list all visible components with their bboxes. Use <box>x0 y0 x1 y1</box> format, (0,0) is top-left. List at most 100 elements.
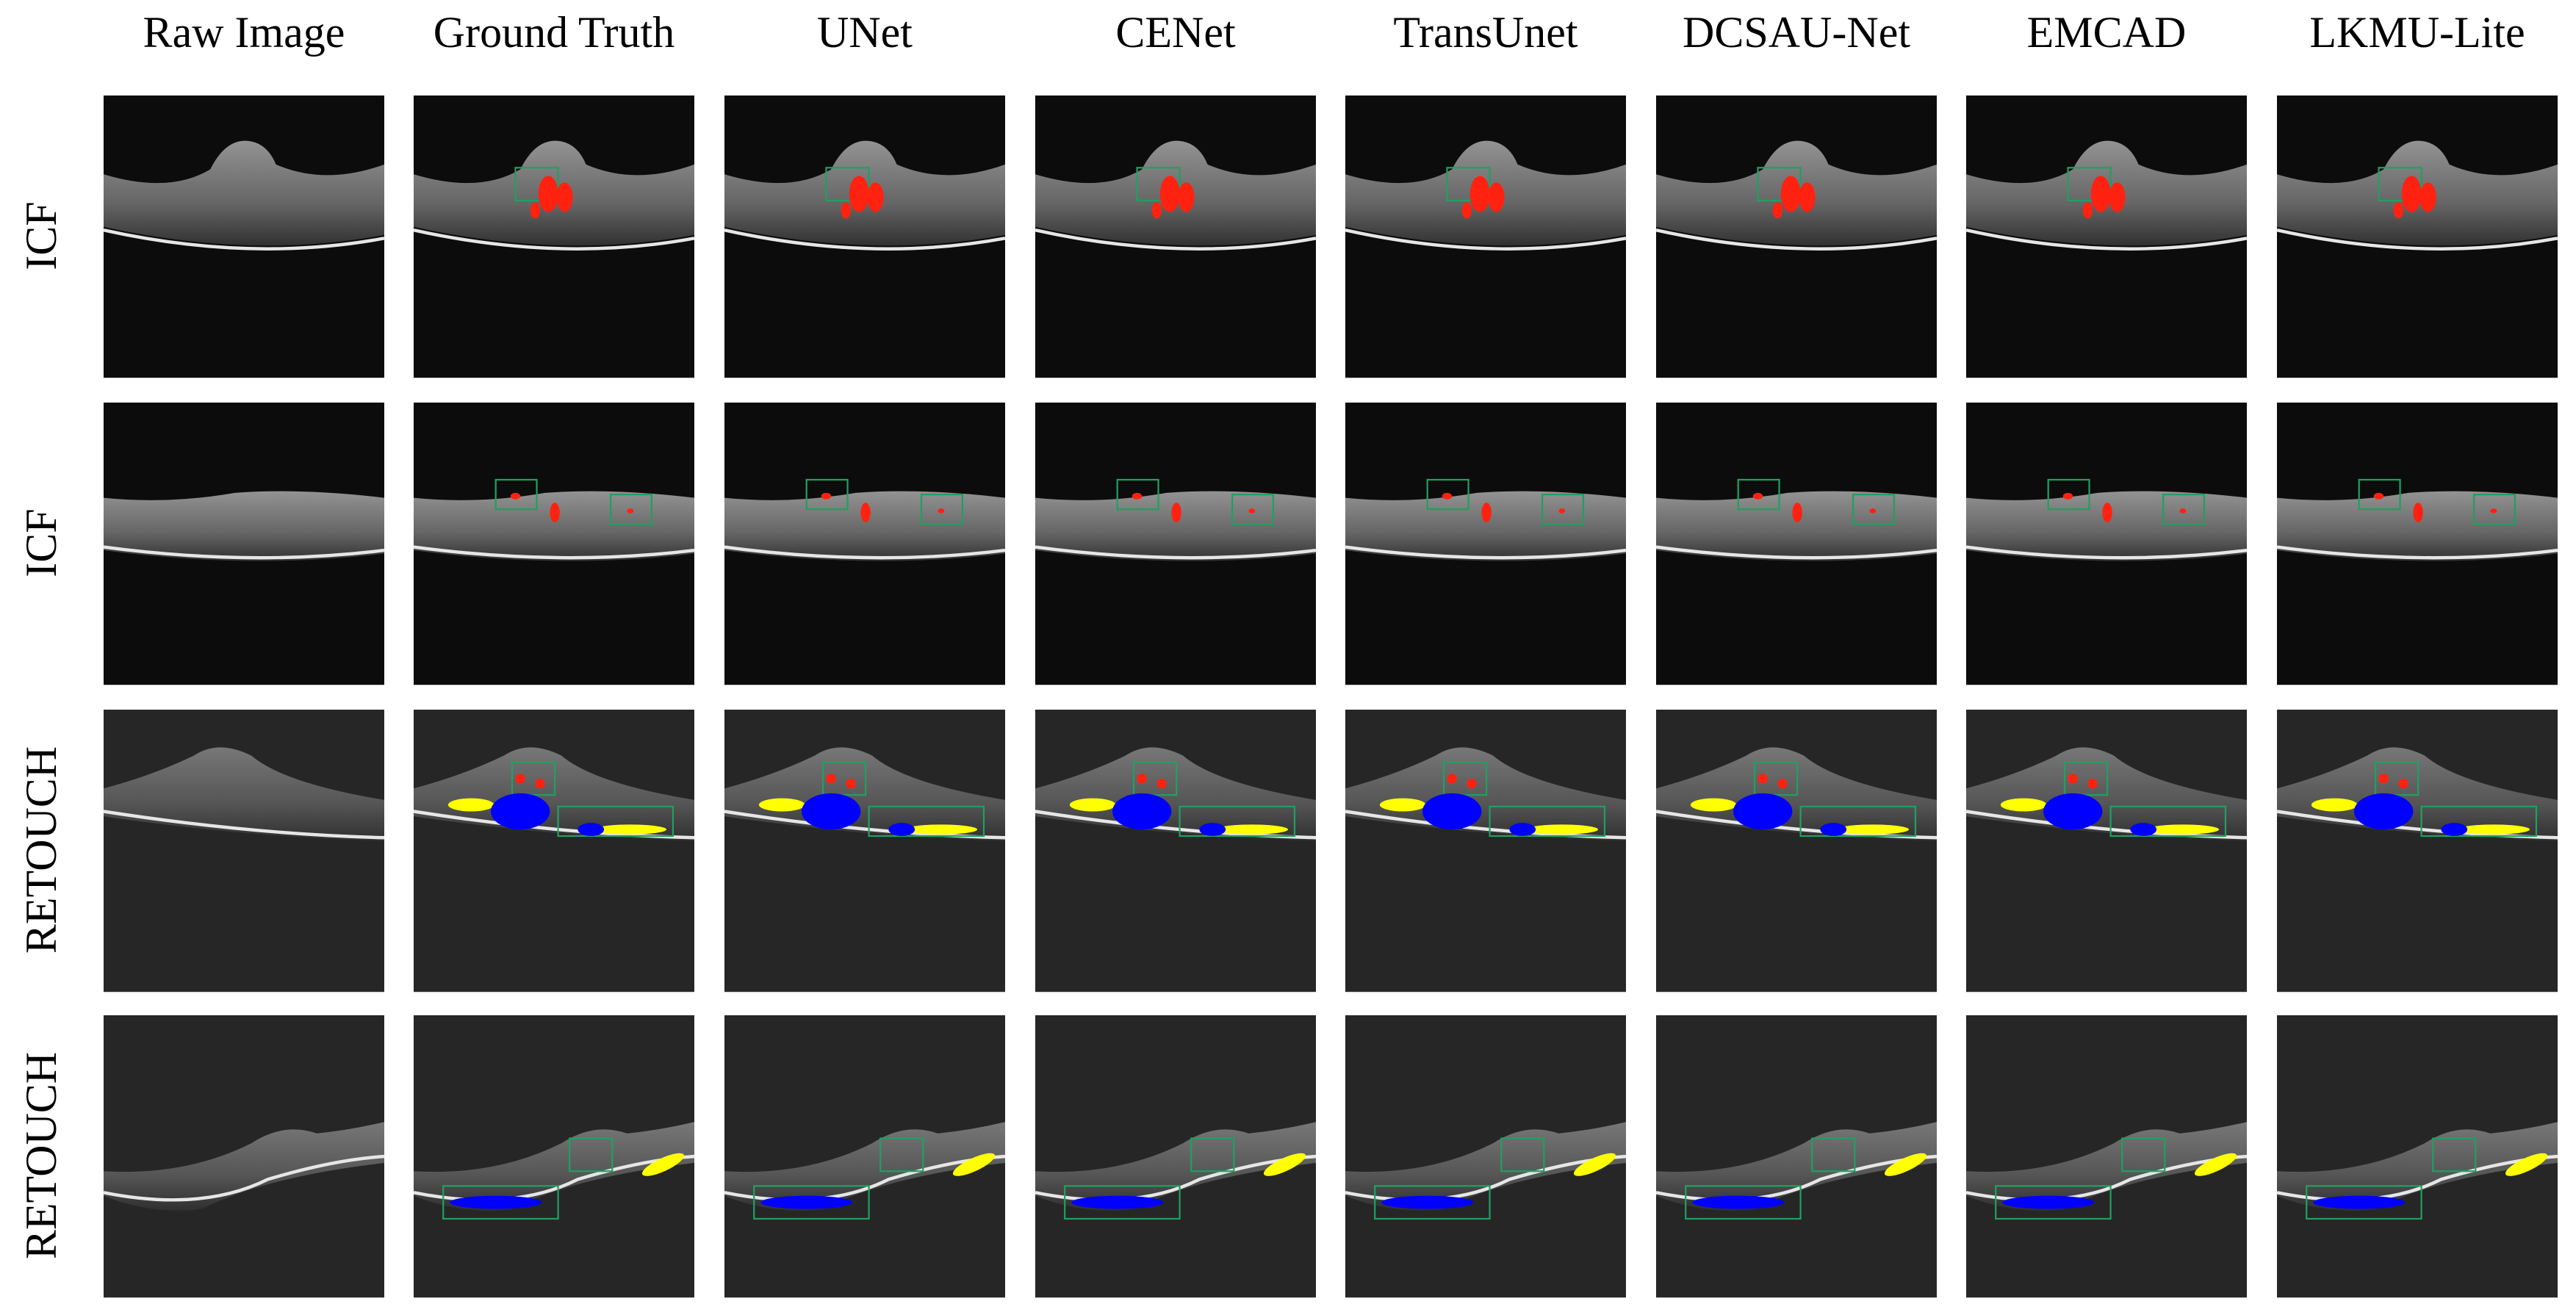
segmentation <box>2194 1153 2237 1176</box>
image-cell <box>1655 96 1938 378</box>
retina-line <box>103 1154 385 1202</box>
segmentation <box>1752 492 1763 500</box>
retina-band <box>104 747 384 841</box>
retina-band <box>724 1122 1005 1211</box>
segmentation <box>2043 793 2103 830</box>
retina-band <box>1345 1122 1626 1211</box>
segmentation <box>1792 502 1802 523</box>
image-cell <box>724 710 1006 992</box>
highlight-box <box>868 805 985 837</box>
segmentation <box>2146 824 2220 835</box>
highlight-box <box>1811 1137 1856 1172</box>
segmentation <box>2441 823 2468 837</box>
highlight-box <box>511 761 556 796</box>
image-cell <box>1035 96 1317 378</box>
retina-line <box>103 810 385 840</box>
retina-band <box>104 140 384 246</box>
segmentation <box>2082 202 2093 219</box>
image-cell <box>1965 710 2248 992</box>
segmentation <box>2000 798 2047 812</box>
image-bg <box>2277 710 2558 992</box>
highlight-box <box>2420 805 2538 837</box>
highlight-box <box>825 167 870 202</box>
segmentation <box>515 774 525 784</box>
segmentation <box>758 798 805 812</box>
image-bg <box>1966 710 2247 992</box>
retina-band <box>1966 491 2247 561</box>
segmentation <box>2393 202 2404 219</box>
segmentation <box>641 1153 685 1176</box>
segmentation <box>938 508 945 514</box>
retina-band <box>104 1122 384 1211</box>
retina-band <box>414 491 694 561</box>
segmentation <box>2311 798 2358 812</box>
highlight-box <box>1852 493 1896 525</box>
segmentation <box>594 824 667 835</box>
highlight-box <box>609 493 653 525</box>
highlight-box <box>2109 805 2227 837</box>
segmentation <box>1820 823 1847 837</box>
image-cell <box>1345 96 1627 378</box>
highlight-box <box>514 167 559 202</box>
segmentation <box>1799 182 1816 212</box>
retina-band <box>414 1122 694 1211</box>
segmentation <box>2068 774 2078 784</box>
image-cell <box>413 1015 695 1298</box>
highlight-box <box>1446 167 1491 202</box>
segmentation <box>1159 176 1180 212</box>
column-header: LKMU-Lite <box>2309 8 2525 57</box>
highlight-box <box>879 1137 924 1172</box>
retina-line <box>1965 228 2248 251</box>
segmentation <box>1469 176 1490 212</box>
segmentation <box>1772 202 1783 219</box>
highlight-box <box>1179 805 1296 837</box>
retina-line <box>1345 228 1627 251</box>
segmentation <box>826 774 836 784</box>
highlight-box <box>1374 1185 1491 1220</box>
segmentation <box>2179 508 2187 514</box>
image-cell <box>103 710 385 992</box>
segmentation <box>1690 798 1737 812</box>
segmentation <box>860 502 871 523</box>
image-bg <box>1345 710 1626 992</box>
retina-line <box>1035 545 1317 560</box>
highlight-box <box>1116 478 1159 511</box>
segmentation <box>1215 824 1289 835</box>
highlight-box <box>1489 805 1606 837</box>
segmentation <box>801 793 861 830</box>
image-bg <box>1035 710 1316 992</box>
image-cell <box>1965 96 2248 378</box>
segmentation <box>1151 202 1162 219</box>
segmentation <box>1199 823 1226 837</box>
segmentation <box>2413 502 2423 523</box>
image-cell <box>1965 1015 2248 1298</box>
segmentation <box>490 793 550 830</box>
segmentation <box>1069 798 1116 812</box>
column-header: TransUnet <box>1393 8 1577 57</box>
segmentation <box>821 492 832 500</box>
segmentation <box>1558 508 1566 514</box>
retina-band <box>724 491 1005 561</box>
segmentation <box>1467 778 1477 789</box>
segmentation <box>1525 824 1599 835</box>
image-cell <box>1655 1015 1938 1298</box>
segmentation <box>1780 176 1801 212</box>
segmentation <box>1137 774 1147 784</box>
segmentation <box>1733 793 1793 830</box>
segmentation <box>447 798 494 812</box>
image-cell <box>1035 1015 1317 1298</box>
segmentation <box>760 1195 853 1209</box>
highlight-box <box>2374 761 2420 796</box>
segmentation <box>2401 176 2422 212</box>
segmentation <box>2087 778 2098 789</box>
retina-line <box>724 545 1006 560</box>
retina-line <box>1655 228 1938 251</box>
retina-band <box>2277 491 2558 561</box>
retina-line <box>1345 545 1627 560</box>
retina-band <box>1656 491 1937 561</box>
segmentation <box>1422 793 1482 830</box>
segmentation <box>2505 1153 2548 1176</box>
segmentation <box>530 202 541 219</box>
highlight-box <box>1136 167 1181 202</box>
